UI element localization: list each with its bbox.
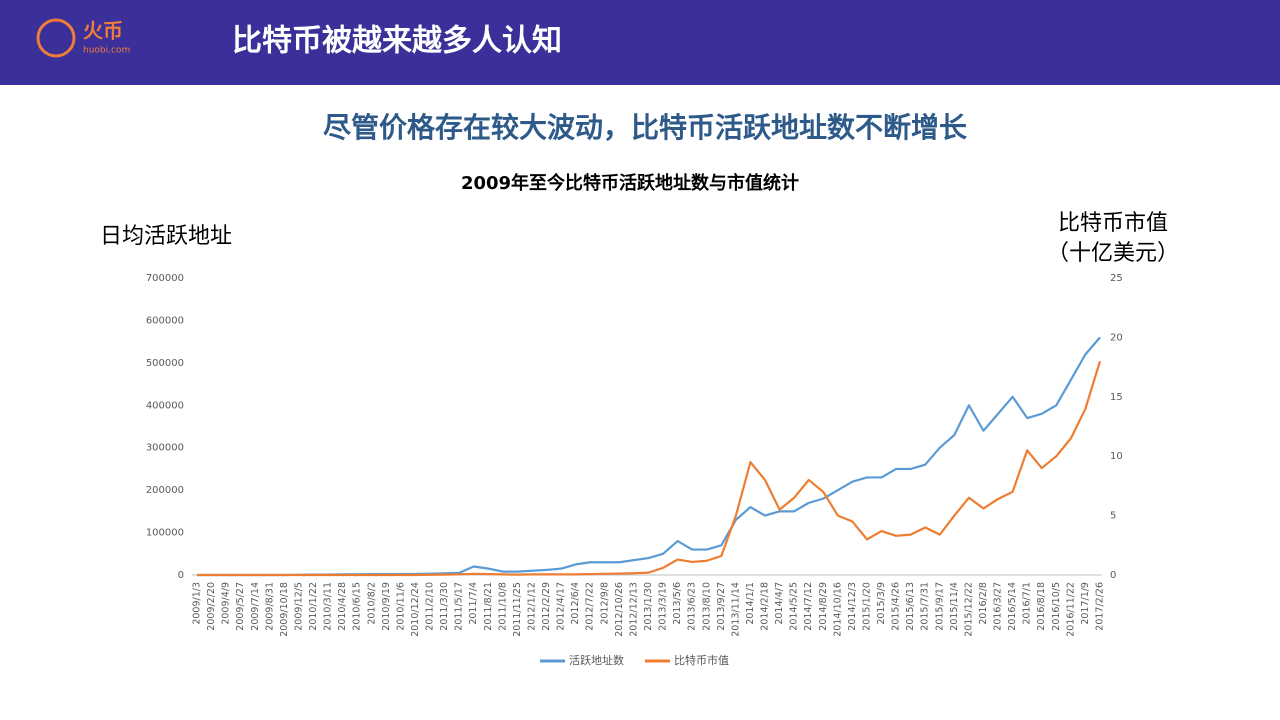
x-tick-label: 2010/4/28 (337, 582, 348, 631)
x-tick-label: 2012/1/12 (526, 582, 537, 631)
x-tick-label: 2012/12/13 (628, 582, 639, 637)
x-tick-label: 2012/4/17 (556, 582, 567, 631)
y2-tick-label: 25 (1110, 273, 1123, 284)
x-tick-label: 2015/3/9 (876, 582, 887, 625)
y-tick-label: 400000 (146, 400, 184, 411)
x-tick-label: 2010/8/2 (366, 582, 377, 625)
y-tick-label: 600000 (146, 315, 184, 326)
x-tick-label: 2012/7/22 (585, 582, 596, 631)
x-tick-label: 2009/5/27 (235, 582, 246, 631)
header-bar (0, 0, 1280, 85)
y2-tick-label: 5 (1110, 511, 1116, 522)
x-tick-label: 2015/7/31 (920, 582, 931, 631)
logo-icon (36, 18, 76, 58)
x-tick-label: 2015/11/4 (949, 582, 960, 631)
logo-url: huobi.com (83, 46, 130, 56)
x-tick-label: 2014/2/18 (760, 582, 771, 631)
y2-axis-label: （十亿美元） (1047, 241, 1179, 266)
x-tick-label: 2011/10/8 (497, 582, 508, 631)
x-tick-label: 2015/1/20 (861, 582, 872, 631)
x-tick-label: 2013/3/19 (658, 582, 669, 631)
x-tick-label: 2014/8/29 (818, 582, 829, 631)
y-axis-label: 日均活跃地址 (100, 224, 232, 249)
x-tick-label: 2011/5/17 (454, 582, 465, 631)
y2-axis-label: 比特币市值 (1058, 211, 1168, 236)
data-line (197, 336, 1101, 577)
x-tick-label: 2013/9/27 (716, 582, 727, 631)
x-tick-label: 2012/6/4 (570, 582, 581, 625)
data-line (197, 360, 1102, 577)
x-tick-label: 2016/10/5 (1051, 582, 1062, 631)
x-tick-label: 2010/12/24 (410, 582, 421, 637)
legend-label: 活跃地址数 (569, 653, 624, 667)
x-tick-label: 2015/6/13 (905, 582, 916, 631)
x-tick-label: 2016/3/27 (993, 582, 1004, 631)
x-tick-label: 2010/1/22 (308, 582, 319, 631)
x-tick-label: 2017/2/26 (1095, 582, 1106, 631)
y2-tick-label: 10 (1110, 451, 1123, 462)
y-tick-label: 700000 (146, 273, 184, 284)
x-tick-label: 2013/5/6 (672, 582, 683, 625)
y2-tick-label: 20 (1110, 332, 1123, 343)
x-tick-label: 2014/5/25 (789, 582, 800, 631)
x-tick-label: 2016/5/14 (1007, 582, 1018, 631)
x-tick-label: 2014/10/16 (832, 582, 843, 637)
x-tick-label: 2014/4/7 (774, 582, 785, 625)
x-tick-label: 2014/1/1 (745, 582, 756, 625)
x-tick-label: 2016/7/1 (1022, 582, 1033, 625)
x-tick-label: 2011/2/10 (425, 582, 436, 631)
y2-tick-label: 0 (1110, 570, 1116, 581)
x-tick-label: 2009/8/31 (264, 582, 275, 631)
x-tick-label: 2010/9/19 (381, 582, 392, 631)
logo-text: 火币 (83, 19, 123, 43)
x-tick-label: 2012/9/8 (599, 582, 610, 625)
x-tick-label: 2011/3/30 (439, 582, 450, 631)
x-tick-label: 2013/1/30 (643, 582, 654, 631)
y-tick-label: 0 (178, 570, 184, 581)
x-tick-label: 2013/11/14 (730, 582, 741, 637)
x-tick-label: 2013/6/23 (687, 582, 698, 631)
x-tick-label: 2011/8/21 (483, 582, 494, 631)
x-tick-label: 2009/12/5 (293, 582, 304, 631)
header-title: 比特币被越来越多人认知 (232, 24, 562, 59)
x-tick-label: 2009/1/3 (192, 582, 203, 625)
x-tick-label: 2017/1/9 (1080, 582, 1091, 625)
x-tick-label: 2009/10/18 (279, 582, 290, 637)
x-tick-label: 2009/4/9 (221, 582, 232, 625)
x-tick-label: 2010/6/15 (352, 582, 363, 631)
x-tick-label: 2013/8/10 (701, 582, 712, 631)
y-tick-label: 500000 (146, 358, 184, 369)
x-tick-label: 2012/10/26 (614, 582, 625, 637)
y-tick-label: 300000 (146, 443, 184, 454)
x-tick-label: 2012/2/29 (541, 582, 552, 631)
x-tick-label: 2015/9/17 (934, 582, 945, 631)
legend-label: 比特币市值 (674, 653, 729, 667)
x-tick-label: 2010/3/11 (323, 582, 334, 631)
y2-tick-label: 15 (1110, 392, 1123, 403)
x-tick-label: 2011/7/4 (468, 582, 479, 625)
y-tick-label: 200000 (146, 485, 184, 496)
x-tick-label: 2011/11/25 (512, 582, 523, 637)
x-tick-label: 2009/7/14 (250, 582, 261, 631)
y-tick-label: 100000 (146, 528, 184, 539)
subtitle: 尽管价格存在较大波动，比特币活跃地址数不断增长 (323, 111, 967, 144)
x-tick-label: 2016/8/18 (1036, 582, 1047, 631)
x-tick-label: 2016/2/8 (978, 582, 989, 625)
x-tick-label: 2009/2/20 (206, 582, 217, 631)
x-tick-label: 2015/12/22 (963, 582, 974, 637)
x-tick-label: 2014/7/12 (803, 582, 814, 631)
x-tick-label: 2016/11/22 (1065, 582, 1076, 637)
x-tick-label: 2010/11/6 (395, 582, 406, 631)
x-tick-label: 2015/4/26 (891, 582, 902, 631)
chart-title: 2009年至今比特币活跃地址数与市值统计 (461, 172, 799, 194)
x-tick-label: 2014/12/3 (847, 582, 858, 631)
